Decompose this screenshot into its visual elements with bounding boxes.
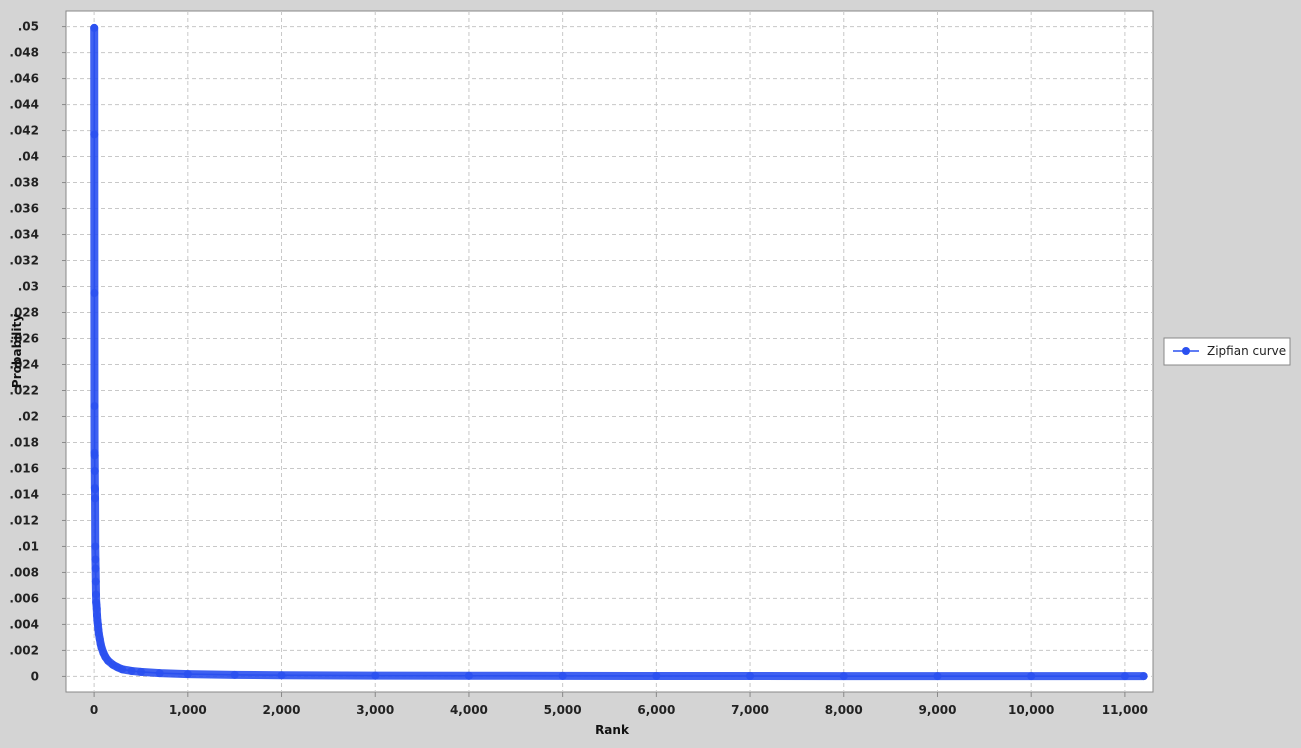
data-point [155, 669, 164, 678]
data-point [746, 672, 755, 681]
y-tick-label: .022 [9, 383, 39, 397]
data-point [91, 542, 100, 551]
x-tick-label: 0 [90, 703, 98, 717]
x-tick-label: 7,000 [731, 703, 769, 717]
series-layer [90, 23, 1148, 681]
data-point [92, 604, 101, 613]
y-tick-label: .05 [18, 20, 39, 34]
x-tick-label: 1,000 [169, 703, 207, 717]
y-tick-label: .04 [18, 150, 39, 164]
legend: Zipfian curve [1163, 337, 1291, 366]
y-tick-label: .014 [9, 487, 39, 501]
y-tick-label: .044 [9, 98, 39, 112]
data-point [371, 671, 380, 680]
y-tick-label: .03 [18, 280, 39, 294]
data-point [1120, 672, 1129, 681]
y-tick-label: .012 [9, 513, 39, 527]
y-tick-label: .008 [9, 565, 39, 579]
data-point [230, 670, 239, 679]
data-point [136, 667, 145, 676]
y-tick-label: .018 [9, 435, 39, 449]
axis-layer: 0 .002 .004 .006 .008 .01 .012 .014 .016 .018 .02.… [9, 20, 1148, 717]
data-point [277, 671, 286, 680]
x-tick-label: 10,000 [1008, 703, 1054, 717]
data-point [90, 402, 99, 411]
data-point [118, 665, 127, 674]
data-point [183, 670, 192, 679]
data-point [90, 467, 99, 476]
x-tick-label: 9,000 [918, 703, 956, 717]
x-tick-label: 5,000 [544, 703, 582, 717]
y-tick-label: .002 [9, 643, 39, 657]
grid-layer [66, 11, 1153, 692]
data-point [90, 23, 99, 32]
data-point [90, 130, 99, 139]
data-point [91, 590, 100, 599]
data-point [127, 666, 136, 675]
x-tick-label: 8,000 [825, 703, 863, 717]
x-tick-label: 11,000 [1102, 703, 1148, 717]
y-tick-label: .006 [9, 591, 39, 605]
y-tick-label: .028 [9, 306, 39, 320]
data-point [90, 289, 99, 298]
data-point [464, 671, 473, 680]
data-point [91, 577, 100, 586]
x-tick-label: 2,000 [263, 703, 301, 717]
y-tick-label: .042 [9, 124, 39, 138]
y-tick-label: .034 [9, 228, 39, 242]
legend-series-marker [1182, 347, 1190, 355]
y-tick-label: .026 [9, 332, 39, 346]
data-point [1139, 672, 1148, 681]
y-tick-label: .046 [9, 72, 39, 86]
legend-series-label: Zipfian curve [1207, 344, 1286, 358]
data-point [839, 672, 848, 681]
y-tick-label: .038 [9, 176, 39, 190]
y-tick-label: .036 [9, 202, 39, 216]
y-tick-label: .016 [9, 461, 39, 475]
data-point [91, 494, 100, 503]
y-tick-label: .02 [18, 409, 39, 423]
data-point [91, 555, 100, 564]
data-point [1027, 672, 1036, 681]
y-axis-title: Probability [10, 314, 24, 388]
y-tick-label: .032 [9, 254, 39, 268]
data-point [90, 485, 99, 494]
data-point [933, 672, 942, 681]
x-tick-label: 6,000 [637, 703, 675, 717]
x-axis-title: Rank [595, 723, 630, 737]
data-point [90, 451, 99, 460]
plot-area [65, 10, 1154, 693]
y-tick-label: .004 [9, 617, 39, 631]
y-tick-label: .048 [9, 46, 39, 60]
y-tick-label: 0 [31, 669, 39, 683]
y-tick-label: .01 [18, 539, 39, 553]
x-tick-label: 3,000 [356, 703, 394, 717]
x-tick-label: 4,000 [450, 703, 488, 717]
y-tick-label: .024 [9, 357, 39, 371]
data-point [652, 672, 661, 681]
data-point [558, 671, 567, 680]
data-point [91, 564, 100, 573]
